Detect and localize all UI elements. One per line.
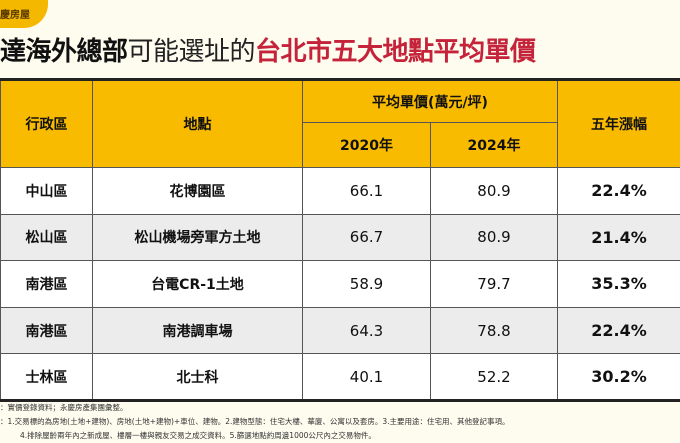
- cell-district: 士林區: [1, 354, 93, 401]
- header-district: 行政區: [1, 80, 93, 168]
- page-title: 達海外總部可能選址的台北市五大地點平均單價: [0, 31, 536, 68]
- cell-y2020: 64.3: [303, 307, 431, 354]
- cell-y2020: 40.1: [303, 354, 431, 401]
- cell-location: 南港調車場: [93, 307, 303, 354]
- header-location: 地點: [93, 80, 303, 168]
- cell-y2024: 80.9: [431, 214, 558, 261]
- price-table: 行政區 地點 平均單價(萬元/坪) 五年漲幅 2020年 2024年 中山區花博…: [0, 78, 680, 402]
- brand-logo: 慶房屋: [0, 0, 48, 28]
- cell-y2024: 79.7: [431, 261, 558, 308]
- cell-district: 中山區: [1, 168, 93, 215]
- header-2020: 2020年: [303, 123, 431, 168]
- title-part-2: 可能選址的: [128, 37, 256, 67]
- title-part-1: 達海外總部: [0, 37, 128, 67]
- cell-location: 北士科: [93, 354, 303, 401]
- header-avg-price: 平均單價(萬元/坪): [303, 80, 558, 123]
- cell-district: 南港區: [1, 261, 93, 308]
- cell-y2020: 58.9: [303, 261, 431, 308]
- footnote-1: ：1.交易標的為房地(土地+建物)、房地(土地+建物)+車位、建物。2.建物型態…: [0, 415, 510, 429]
- footnotes: ：實價登錄資料；永慶房產集團彙整。 ：1.交易標的為房地(土地+建物)、房地(土…: [0, 401, 510, 443]
- cell-growth: 35.3%: [558, 261, 680, 308]
- cell-y2024: 52.2: [431, 354, 558, 401]
- cell-location: 台電CR-1土地: [93, 261, 303, 308]
- cell-district: 松山區: [1, 214, 93, 261]
- cell-location: 松山機場旁軍方土地: [93, 214, 303, 261]
- cell-growth: 22.4%: [558, 307, 680, 354]
- cell-growth: 30.2%: [558, 354, 680, 401]
- cell-growth: 21.4%: [558, 214, 680, 261]
- cell-district: 南港區: [1, 307, 93, 354]
- cell-growth: 22.4%: [558, 168, 680, 215]
- cell-y2020: 66.7: [303, 214, 431, 261]
- title-part-3: 台北市五大地點平均單價: [255, 37, 536, 67]
- footnote-source: ：實價登錄資料；永慶房產集團彙整。: [0, 401, 510, 415]
- footnote-2: 4.排除屋齡兩年內之新成屋、樓層一樓與親友交易之成交資料。5.篩選地點約周邊10…: [0, 429, 510, 443]
- cell-location: 花博園區: [93, 168, 303, 215]
- header-growth: 五年漲幅: [558, 80, 680, 168]
- cell-y2024: 80.9: [431, 168, 558, 215]
- cell-y2020: 66.1: [303, 168, 431, 215]
- header-2024: 2024年: [431, 123, 558, 168]
- cell-y2024: 78.8: [431, 307, 558, 354]
